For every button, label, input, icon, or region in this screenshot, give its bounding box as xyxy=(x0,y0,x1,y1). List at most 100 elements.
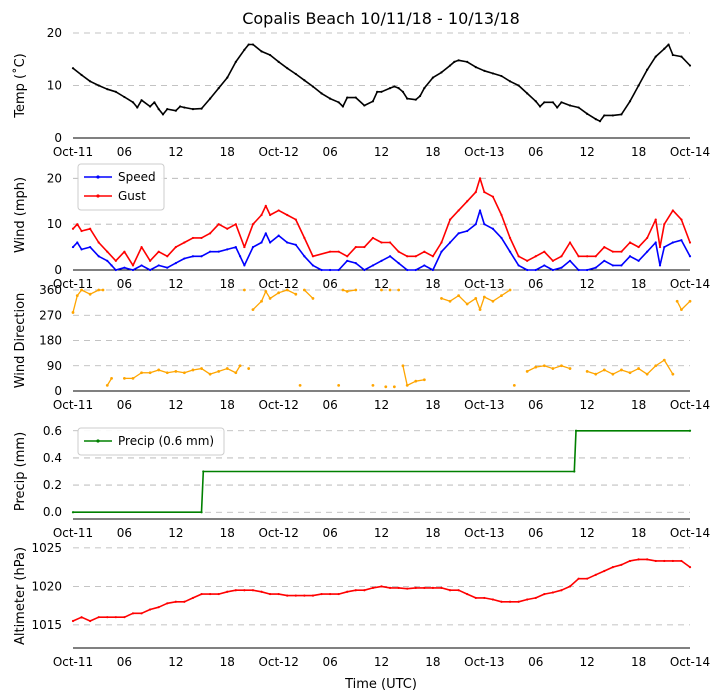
wind-point xyxy=(658,245,662,249)
direction-segment xyxy=(209,370,219,375)
direction-point xyxy=(238,364,242,368)
wind-point xyxy=(603,245,606,249)
wind-point xyxy=(508,236,512,240)
altimeter-point xyxy=(97,616,100,619)
temp-point xyxy=(371,100,375,103)
wind-point xyxy=(560,255,563,258)
wind-point xyxy=(110,264,113,267)
wind-point xyxy=(397,262,400,265)
altimeter-point xyxy=(157,606,160,609)
altimeter-xtick-label: 12 xyxy=(580,655,595,669)
altimeter-point xyxy=(560,589,563,592)
direction-point xyxy=(105,383,109,387)
direction-point xyxy=(341,288,345,292)
temp-point xyxy=(431,76,435,79)
direction-segment xyxy=(132,372,142,379)
direction-segment xyxy=(201,368,211,375)
temp-point xyxy=(611,114,614,117)
wind-point xyxy=(543,250,546,253)
wind-point xyxy=(594,255,597,258)
altimeter-point xyxy=(363,589,366,592)
wind-point xyxy=(646,250,649,253)
temp-xtick-label: 12 xyxy=(374,145,389,159)
precip-xtick-label: 18 xyxy=(220,526,235,540)
wind-point xyxy=(131,264,135,267)
temp-point xyxy=(667,43,670,46)
direction-segment xyxy=(81,289,91,295)
wind-point xyxy=(294,243,297,246)
altimeter-point xyxy=(491,598,495,601)
wind-point xyxy=(688,255,692,258)
altimeter-point xyxy=(526,598,529,601)
temp-point xyxy=(483,69,486,72)
direction-segment xyxy=(192,367,202,371)
wind-point xyxy=(423,250,426,253)
wind-point xyxy=(603,259,606,262)
temp-point xyxy=(500,74,503,78)
direction-segment xyxy=(218,367,228,372)
altimeter-point xyxy=(131,612,135,615)
wind-point xyxy=(183,257,186,260)
altimeter-point xyxy=(586,577,589,580)
altimeter-point xyxy=(337,592,340,596)
direction-point xyxy=(174,369,178,373)
temp-point xyxy=(551,101,554,104)
altimeter-point xyxy=(243,589,246,592)
wind-point xyxy=(166,255,169,258)
altimeter-point xyxy=(543,592,546,596)
wind-point xyxy=(671,209,674,212)
direction-segment xyxy=(226,367,237,374)
altimeter-point xyxy=(663,559,666,563)
temp-point xyxy=(123,95,126,99)
precip-point xyxy=(573,470,576,473)
temp-point xyxy=(423,87,426,90)
direction-xtick-label: Oct-13 xyxy=(464,398,504,412)
wind-point xyxy=(586,255,589,258)
direction-point xyxy=(183,371,186,375)
wind-point xyxy=(320,268,323,272)
direction-point xyxy=(140,371,143,375)
direction-point xyxy=(251,308,255,312)
wind-point xyxy=(363,268,366,272)
temp-point xyxy=(491,72,495,75)
direction-segment xyxy=(167,370,176,374)
wind-point xyxy=(526,268,529,272)
temp-xtick-label: 06 xyxy=(322,145,337,159)
wind-point xyxy=(200,255,203,258)
altimeter-point xyxy=(577,577,580,580)
direction-point xyxy=(225,367,229,370)
wind-point xyxy=(200,236,203,240)
direction-ytick-label: 270 xyxy=(39,308,62,322)
altimeter-point xyxy=(431,586,435,590)
altimeter-point xyxy=(303,594,306,597)
altimeter-point xyxy=(311,594,315,597)
direction-ytick-label: 0 xyxy=(54,384,62,398)
altimeter-xtick-label: 12 xyxy=(168,655,183,669)
direction-point xyxy=(392,385,396,389)
precip-series-line-precip-0-6-mm xyxy=(73,430,690,513)
wind-panel: 0 10 20 Oct-11 06 12 18 Oct-12 06 12 18 Oct-13 06 12 1… xyxy=(13,163,710,291)
wind-point xyxy=(97,241,100,244)
altimeter-point xyxy=(388,586,392,590)
altimeter-point xyxy=(474,596,477,600)
direction-segment xyxy=(638,368,648,375)
temp-y-axis-label: Temp (˚C) xyxy=(12,53,28,119)
altimeter-xtick-label: 18 xyxy=(220,655,235,669)
precip-ytick-label: 0.2 xyxy=(43,478,62,492)
direction-xtick-label: 06 xyxy=(528,398,543,412)
temp-point xyxy=(346,96,349,99)
direction-point xyxy=(247,367,251,370)
direction-point xyxy=(551,367,555,370)
wind-point xyxy=(140,264,143,267)
temp-point xyxy=(376,90,379,93)
direction-segment xyxy=(260,291,267,302)
wind-point xyxy=(311,264,315,267)
wind-point xyxy=(517,255,520,258)
precip-xtick-label: Oct-11 xyxy=(53,526,93,540)
wind-point xyxy=(646,236,649,240)
altimeter-point xyxy=(191,596,195,600)
wind-xtick-label: Oct-12 xyxy=(258,277,298,291)
direction-point xyxy=(637,367,640,370)
direction-point xyxy=(234,371,238,375)
precip-legend-marker xyxy=(96,439,100,443)
